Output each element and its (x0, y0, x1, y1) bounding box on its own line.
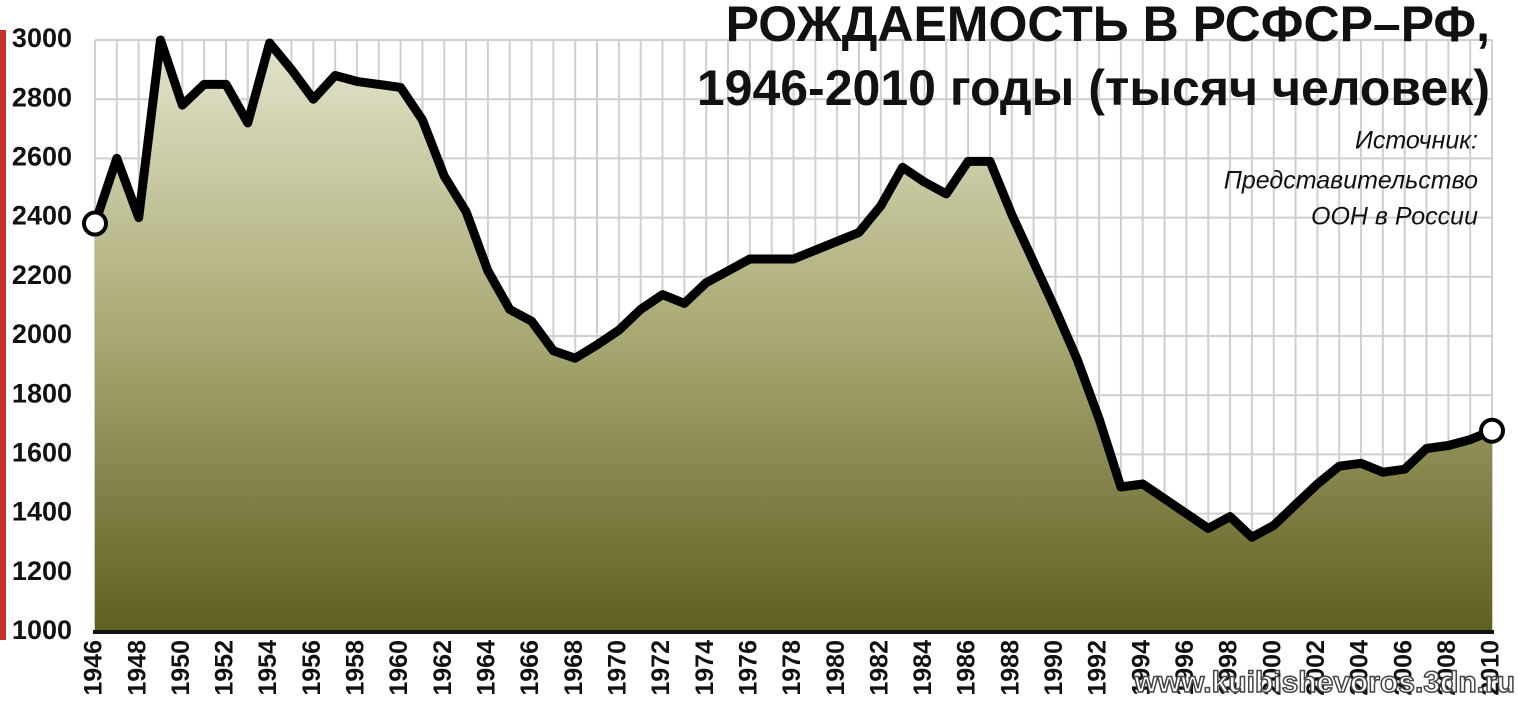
x-tick-label: 1964 (473, 640, 501, 696)
area (95, 40, 1492, 632)
x-tick-label: 1988 (996, 640, 1024, 696)
x-tick-label: 1982 (865, 640, 893, 696)
x-tick-label: 1950 (167, 640, 195, 696)
y-tick-label: 3000 (12, 23, 72, 53)
y-tick-label: 1400 (12, 497, 72, 527)
x-tick-label: 1978 (778, 640, 806, 696)
watermark: www.kuibishevoros.3dn.ru (1133, 666, 1515, 699)
x-tick-label: 1954 (254, 640, 282, 696)
x-tick-label: 1956 (298, 640, 326, 696)
chart-title: РОЖДАЕМОСТЬ В РСФСР–РФ, (726, 0, 1490, 52)
x-tick-label: 1984 (909, 640, 937, 696)
source: Источник: (1355, 127, 1478, 155)
x-tick-label: 2006 (1389, 640, 1417, 696)
x-tick-label: 1972 (647, 640, 675, 696)
y-tick-label: 2000 (12, 319, 72, 349)
source: Представительство (1224, 167, 1478, 195)
line (90, 35, 1494, 542)
x-tick-label: 1946 (80, 640, 108, 696)
axes: 1000 1200 1400 1600 1800 2000 2200 2400 2600 2800… (12, 23, 1505, 696)
x-tick-label: 1974 (691, 640, 719, 696)
x-tick-label: 1980 (822, 640, 850, 696)
end-point (1479, 417, 1505, 444)
chart-title: 1946-2010 годы (тысяч человек) (697, 60, 1490, 116)
x-tick-label: 1958 (342, 640, 370, 696)
y-tick-label: 2400 (12, 201, 72, 231)
end-point (82, 210, 108, 237)
x-tick-label: 1992 (1084, 640, 1112, 696)
source: ООН в России (1311, 203, 1478, 231)
x-tick-label: 1968 (560, 640, 588, 696)
x-tick-label: 1960 (385, 640, 413, 696)
x-tick-label: 1976 (734, 640, 762, 696)
y-tick-label: 1200 (12, 556, 72, 586)
x-tick-label: 1990 (1040, 640, 1068, 696)
left-border (0, 30, 6, 640)
x-tick-label: 2000 (1258, 640, 1286, 696)
y-tick-label: 2600 (12, 142, 72, 172)
x-tick-label: 2002 (1302, 640, 1330, 696)
x-tick-label: 1994 (1127, 640, 1155, 696)
x-tick-label: 2010 (1477, 640, 1505, 696)
x-tick-label: 2004 (1346, 640, 1374, 696)
x-tick-label: 1998 (1215, 640, 1243, 696)
plot (82, 35, 1505, 634)
x-tick-label: 1986 (953, 640, 981, 696)
x-tick-label: 1962 (429, 640, 457, 696)
y-tick-label: 1000 (12, 615, 72, 645)
x-tick-label: 2008 (1433, 640, 1461, 696)
y-tick-label: 2800 (12, 82, 72, 112)
x-tick-label: 1948 (123, 640, 151, 696)
x-tick-label: 1996 (1171, 640, 1199, 696)
x-tick-label: 1966 (516, 640, 544, 696)
y-tick-label: 2200 (12, 260, 72, 290)
y-tick-label: 1600 (12, 438, 72, 468)
x-tick-label: 1970 (603, 640, 631, 696)
y-tick-label: 1800 (12, 378, 72, 408)
x-tick-label: 1952 (211, 640, 239, 696)
